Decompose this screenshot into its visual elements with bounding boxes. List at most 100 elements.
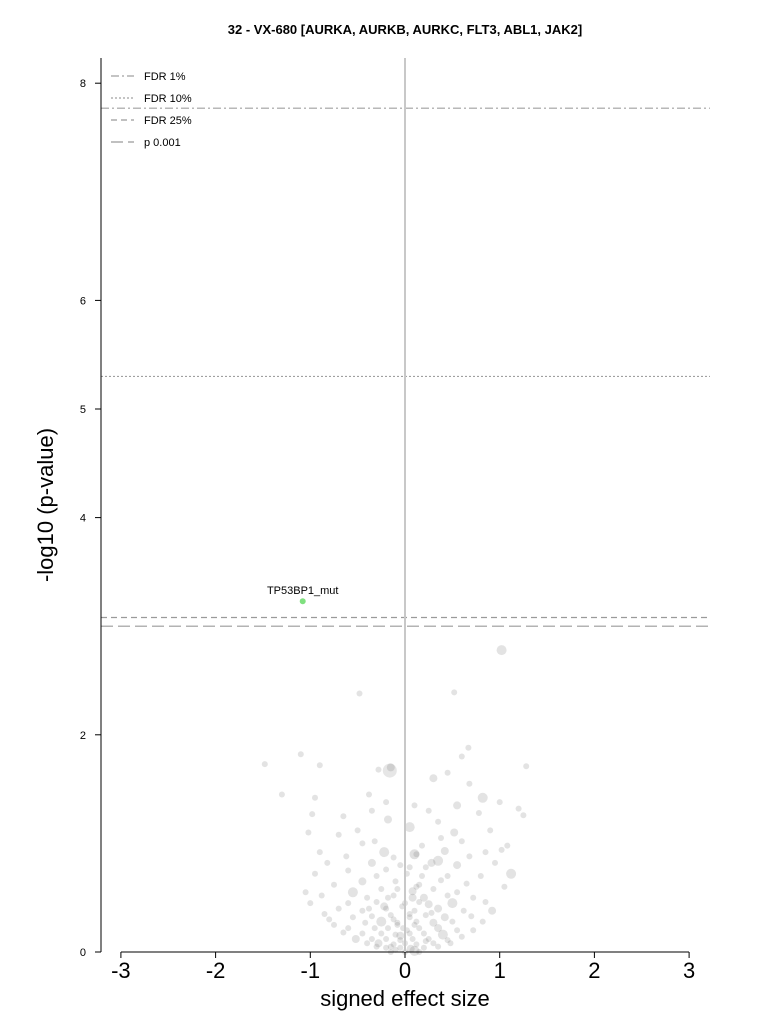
data-point (413, 883, 420, 890)
data-point (411, 802, 418, 809)
y-tick-label: 0 (80, 947, 86, 959)
data-point (312, 870, 318, 877)
data-point (470, 894, 477, 901)
data-point (390, 854, 397, 861)
data-point (424, 900, 433, 909)
data-point (390, 892, 397, 899)
data-point (411, 921, 418, 928)
data-point (430, 940, 437, 947)
data-point (384, 815, 392, 824)
x-tick-label: -1 (301, 958, 321, 983)
data-point (428, 909, 435, 916)
data-point (496, 645, 507, 656)
data-point (444, 769, 451, 776)
x-tick-label: 0 (399, 958, 411, 983)
data-point (371, 925, 378, 932)
data-point (382, 763, 397, 778)
data-point (394, 886, 401, 892)
data-point (437, 929, 448, 940)
data-point (416, 899, 423, 905)
data-point (406, 864, 413, 871)
data-point (447, 940, 454, 947)
data-point (422, 938, 429, 945)
x-ticks: -3 -2 -1 0 1 2 3 (111, 952, 695, 983)
data-point (278, 791, 285, 798)
data-point (416, 881, 423, 888)
highlight-point (299, 598, 306, 605)
highlight-label: TP53BP1_mut (267, 585, 339, 597)
data-point (368, 913, 375, 920)
x-tick-label: 2 (588, 958, 600, 983)
data-point (433, 855, 444, 866)
data-point (335, 905, 342, 912)
data-point (427, 858, 436, 867)
data-point (447, 898, 458, 909)
x-tick-label: 3 (683, 958, 695, 983)
data-point (394, 921, 401, 928)
data-point (444, 892, 451, 899)
data-point (383, 799, 390, 806)
y-tick-label: 2 (80, 730, 86, 742)
data-point (523, 763, 530, 770)
data-point (454, 889, 461, 896)
data-point (347, 887, 358, 898)
data-point (387, 943, 394, 950)
data-point (376, 916, 387, 927)
data-point (390, 916, 397, 923)
data-point (425, 936, 432, 942)
data-point (419, 893, 428, 902)
data-point (387, 912, 394, 919)
data-point (420, 944, 427, 951)
data-point (324, 859, 331, 866)
x-tick-label: -2 (206, 958, 226, 983)
data-point (307, 900, 314, 907)
data-point (440, 913, 449, 922)
data-point (466, 853, 473, 860)
data-point (429, 918, 438, 927)
data-point (305, 829, 312, 836)
y-tick-label: 8 (80, 78, 86, 90)
data-point (487, 827, 494, 834)
data-point (453, 861, 462, 870)
legend-label: FDR 1% (144, 71, 186, 83)
data-point (454, 927, 461, 934)
data-point (460, 907, 467, 914)
legend-label: FDR 25% (144, 115, 192, 127)
data-point (520, 812, 527, 819)
data-point (438, 835, 444, 841)
data-point (404, 822, 415, 833)
data-point (409, 936, 416, 942)
data-point (429, 774, 438, 783)
data-point (316, 849, 323, 856)
data-point (318, 892, 325, 899)
data-point (463, 880, 470, 887)
data-point (386, 763, 395, 772)
data-point (385, 925, 391, 932)
data-point (466, 780, 473, 787)
data-point (406, 930, 413, 937)
data-point (356, 690, 363, 697)
data-point (444, 937, 451, 944)
data-point (465, 744, 472, 751)
data-point (383, 944, 390, 951)
data-point (475, 810, 482, 816)
data-point (470, 927, 477, 934)
data-point (385, 894, 391, 901)
data-point (504, 842, 511, 849)
data-point (492, 859, 498, 866)
data-point (367, 858, 376, 867)
x-tick-label: -3 (111, 958, 131, 983)
data-point (340, 813, 347, 820)
data-point (458, 933, 465, 940)
data-point (506, 868, 517, 879)
data-point (482, 899, 489, 905)
data-point (422, 912, 429, 919)
data-point (515, 805, 522, 812)
data-point (358, 877, 367, 886)
x-axis-label: signed effect size (320, 986, 490, 1011)
data-point (366, 791, 372, 798)
data-point (488, 906, 497, 915)
data-point (420, 930, 427, 937)
data-point (438, 877, 444, 884)
data-point (390, 941, 397, 948)
